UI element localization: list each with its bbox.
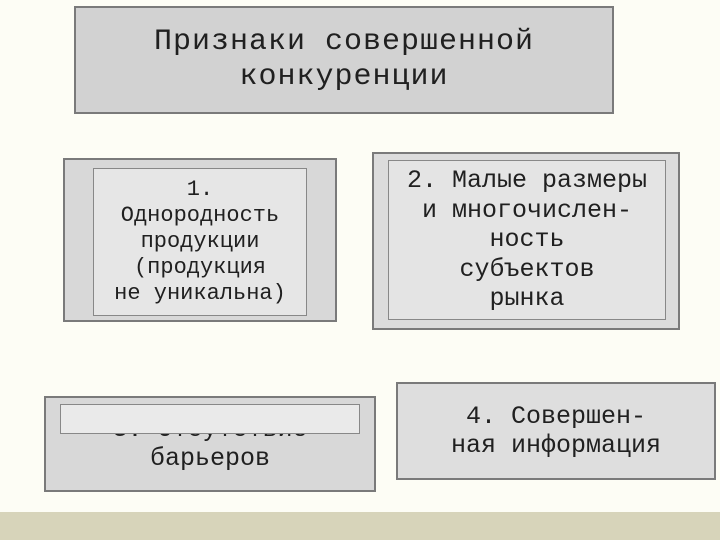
item-1-text: 1. Однородность продукции (продукция не …: [114, 177, 286, 307]
title-box: Признаки совершенной конкуренции: [74, 6, 614, 114]
item-2-inner: 2. Малые размеры и многочислен- ность су…: [388, 160, 666, 320]
item-1-inner: 1. Однородность продукции (продукция не …: [93, 168, 307, 316]
footer-band: [0, 512, 720, 540]
title-text: Признаки совершенной конкуренции: [154, 25, 534, 96]
item-3-inner: [60, 404, 360, 434]
item-2-text: 2. Малые размеры и многочислен- ность су…: [407, 166, 647, 314]
item-4-outer: 4. Совершен- ная информация: [396, 382, 716, 480]
item-4-text: 4. Совершен- ная информация: [451, 402, 661, 461]
